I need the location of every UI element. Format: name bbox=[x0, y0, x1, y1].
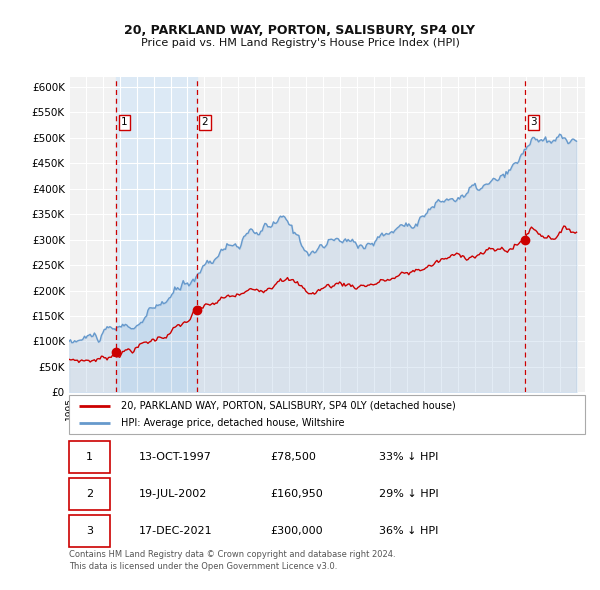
FancyBboxPatch shape bbox=[69, 441, 110, 473]
Text: 2: 2 bbox=[202, 117, 208, 127]
Text: £160,950: £160,950 bbox=[270, 489, 323, 499]
Text: Contains HM Land Registry data © Crown copyright and database right 2024.: Contains HM Land Registry data © Crown c… bbox=[69, 550, 395, 559]
Text: 20, PARKLAND WAY, PORTON, SALISBURY, SP4 0LY (detached house): 20, PARKLAND WAY, PORTON, SALISBURY, SP4… bbox=[121, 401, 455, 411]
Text: Price paid vs. HM Land Registry's House Price Index (HPI): Price paid vs. HM Land Registry's House … bbox=[140, 38, 460, 48]
Text: 19-JUL-2002: 19-JUL-2002 bbox=[139, 489, 207, 499]
Bar bbox=[116, 77, 197, 392]
Text: 17-DEC-2021: 17-DEC-2021 bbox=[139, 526, 212, 536]
Text: HPI: Average price, detached house, Wiltshire: HPI: Average price, detached house, Wilt… bbox=[121, 418, 344, 428]
Text: 36% ↓ HPI: 36% ↓ HPI bbox=[379, 526, 438, 536]
Text: 3: 3 bbox=[86, 526, 93, 536]
Text: £78,500: £78,500 bbox=[270, 452, 316, 462]
Text: 20, PARKLAND WAY, PORTON, SALISBURY, SP4 0LY: 20, PARKLAND WAY, PORTON, SALISBURY, SP4… bbox=[125, 24, 476, 37]
FancyBboxPatch shape bbox=[69, 395, 585, 434]
Text: 1: 1 bbox=[86, 452, 93, 462]
Text: 33% ↓ HPI: 33% ↓ HPI bbox=[379, 452, 438, 462]
FancyBboxPatch shape bbox=[69, 515, 110, 546]
Text: £300,000: £300,000 bbox=[270, 526, 323, 536]
Text: This data is licensed under the Open Government Licence v3.0.: This data is licensed under the Open Gov… bbox=[69, 562, 337, 571]
Text: 13-OCT-1997: 13-OCT-1997 bbox=[139, 452, 212, 462]
Text: 29% ↓ HPI: 29% ↓ HPI bbox=[379, 489, 438, 499]
Text: 3: 3 bbox=[530, 117, 537, 127]
Text: 1: 1 bbox=[121, 117, 128, 127]
Text: 2: 2 bbox=[86, 489, 93, 499]
FancyBboxPatch shape bbox=[69, 478, 110, 510]
